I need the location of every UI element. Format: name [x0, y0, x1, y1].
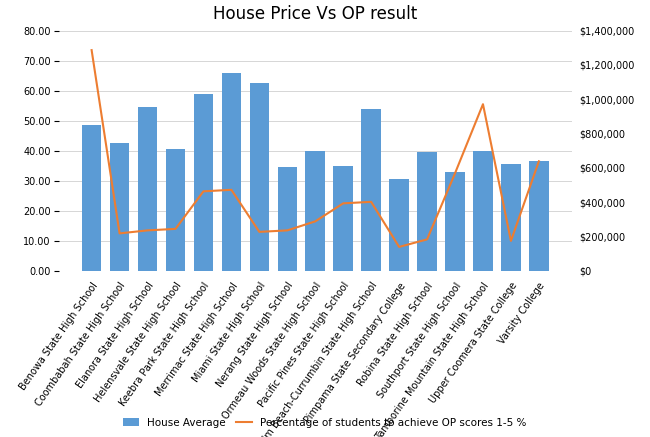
Percentage of students to achieve OP scores 1-5 % [255, 229, 263, 235]
Bar [306, 151, 325, 271]
Bar [278, 167, 297, 271]
Legend: House Average, Percentage of students to achieve OP scores 1-5 %: House Average, Percentage of students to… [119, 413, 531, 432]
Percentage of students to achieve OP scores 1-5 % [367, 199, 375, 205]
Percentage of students to achieve OP scores 1-5 % [227, 187, 235, 192]
Bar [529, 161, 549, 271]
Title: House Price Vs OP result: House Price Vs OP result [213, 6, 417, 24]
Percentage of students to achieve OP scores 1-5 % [535, 159, 543, 164]
Percentage of students to achieve OP scores 1-5 % [479, 101, 487, 107]
Percentage of students to achieve OP scores 1-5 % [144, 228, 151, 233]
Bar [445, 172, 465, 271]
Percentage of students to achieve OP scores 1-5 % [116, 231, 124, 236]
Percentage of students to achieve OP scores 1-5 % [395, 244, 403, 250]
Percentage of students to achieve OP scores 1-5 % [88, 48, 96, 53]
Bar [166, 149, 185, 271]
Bar [333, 166, 353, 271]
Bar [361, 109, 381, 271]
Bar [194, 94, 213, 271]
Percentage of students to achieve OP scores 1-5 % [339, 201, 347, 206]
Percentage of students to achieve OP scores 1-5 % [311, 219, 319, 224]
Percentage of students to achieve OP scores 1-5 % [423, 237, 431, 242]
Percentage of students to achieve OP scores 1-5 % [172, 226, 179, 232]
Percentage of students to achieve OP scores 1-5 % [200, 189, 207, 194]
Bar [82, 125, 101, 271]
Percentage of students to achieve OP scores 1-5 % [507, 238, 515, 243]
Bar [138, 107, 157, 271]
Bar [389, 179, 409, 271]
Bar [250, 83, 269, 271]
Bar [110, 143, 129, 271]
Percentage of students to achieve OP scores 1-5 % [283, 228, 291, 233]
Bar [501, 164, 521, 271]
Percentage of students to achieve OP scores 1-5 % [451, 171, 459, 176]
Bar [222, 73, 241, 271]
Line: Percentage of students to achieve OP scores 1-5 %: Percentage of students to achieve OP sco… [92, 50, 539, 247]
Bar [473, 151, 493, 271]
Bar [417, 152, 437, 271]
